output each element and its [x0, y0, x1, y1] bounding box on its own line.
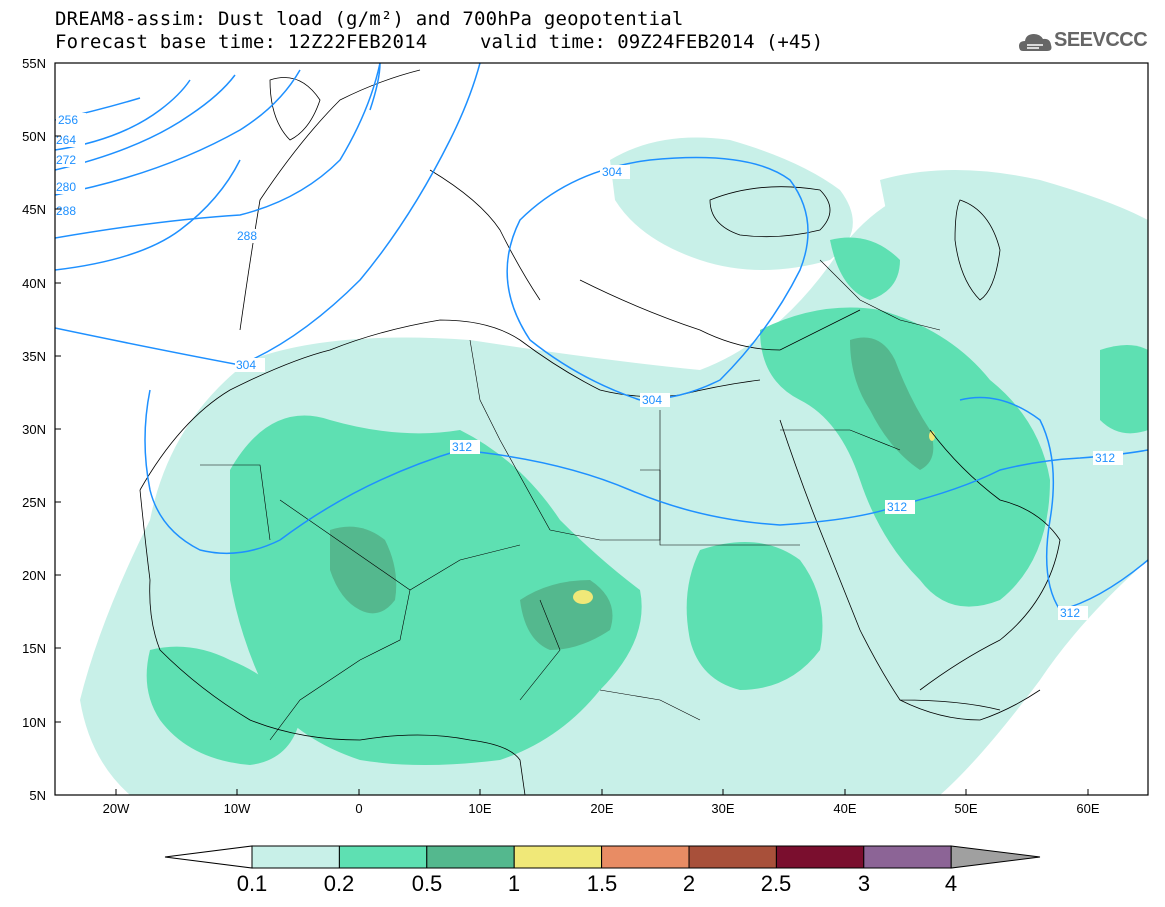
dust-field — [80, 137, 1148, 795]
lon-label: 30E — [711, 801, 735, 816]
colorbar-tick: 0.5 — [411, 871, 443, 896]
lat-label: 25N — [22, 495, 46, 510]
lon-label: 60E — [1076, 801, 1100, 816]
contour-label: 304 — [602, 165, 622, 179]
contour-288b — [55, 63, 381, 271]
dust-1-spot — [573, 590, 593, 604]
lon-label: 0 — [355, 801, 363, 816]
contour-label: 312 — [887, 500, 907, 514]
dust-0.2-coast — [146, 646, 300, 765]
forecast-base-time: Forecast base time: 12Z22FEB2014 — [55, 31, 428, 53]
dust-0.5-sahara — [330, 526, 397, 614]
cloud-logo-icon — [1019, 34, 1052, 51]
colorbar — [164, 845, 1041, 869]
dust-0.1-east — [880, 170, 1148, 334]
lat-label: 5N — [29, 788, 46, 803]
lon-label: 10E — [468, 801, 492, 816]
lat-label: 10N — [22, 715, 46, 730]
lat-label: 35N — [22, 349, 46, 364]
lat-label: 30N — [22, 422, 46, 437]
dust-0.2-iran — [1100, 345, 1148, 434]
colorbar-tick: 4 — [944, 871, 958, 896]
contour-280 — [55, 69, 301, 196]
contour-label: 272 — [56, 153, 76, 167]
colorbar-tick: 0.2 — [323, 871, 355, 896]
lon-label: 40E — [833, 801, 857, 816]
contour-labels: 256 264 272 280 288 288 304 304 304 312 … — [55, 113, 1123, 620]
dust-0.5-iraq — [850, 337, 934, 470]
map-title: DREAM8-assim: Dust load (g/m²) and 700hP… — [55, 8, 684, 30]
colorbar-tick: 2 — [682, 871, 696, 896]
contour-264 — [55, 79, 191, 151]
lon-label: 50E — [954, 801, 978, 816]
contour-label: 312 — [1095, 451, 1115, 465]
contour-label: 304 — [236, 358, 256, 372]
coast-arabia-east — [919, 429, 1061, 691]
valid-time: valid time: 09Z24FEB2014 (+45) — [480, 31, 824, 53]
lat-label: 20N — [22, 568, 46, 583]
contour-label: 256 — [58, 113, 78, 127]
dust-0.1-europe — [610, 137, 853, 270]
contour-label: 304 — [642, 393, 662, 407]
colorbar-swatch — [251, 845, 340, 869]
colorbar-swatch — [601, 845, 690, 869]
contour-304 — [55, 63, 481, 366]
dust-0.2-sudan — [686, 542, 823, 690]
colorbar-left-arrow — [164, 845, 253, 869]
dust-1-spot-gulf — [929, 431, 935, 441]
borders — [200, 259, 941, 741]
lon-label: 20W — [102, 801, 130, 816]
dust-0.2-turkey — [830, 237, 900, 300]
coast-black-sea — [709, 186, 831, 238]
contour-label: 280 — [56, 180, 76, 194]
coast-uk — [269, 77, 321, 141]
dust-0.2-westafrica — [230, 415, 642, 765]
colorbar-tick: 3 — [857, 871, 871, 896]
colorbar-swatch — [338, 845, 428, 869]
colorbar-tick: 0.1 — [236, 871, 268, 896]
tick-marks — [55, 62, 1089, 795]
lon-label: 20E — [590, 801, 614, 816]
lat-label: 45N — [22, 202, 46, 217]
contour-288 — [55, 63, 381, 239]
logo-text: SEEVCCC — [1054, 29, 1148, 51]
coast-red-sea — [779, 419, 1001, 711]
colorbar-swatch — [426, 845, 515, 869]
contour-label: 312 — [452, 440, 472, 454]
colorbar-tick: 1 — [507, 871, 521, 896]
contour-label: 312 — [1060, 606, 1080, 620]
contour-304-sw — [144, 389, 281, 555]
contour-272 — [55, 74, 236, 171]
contour-304-lobe — [506, 156, 809, 401]
coast-horn — [899, 689, 1041, 721]
coast-caspian — [954, 199, 1001, 301]
colorbar-right-arrow — [950, 845, 1041, 869]
colorbar-tick: 1.5 — [586, 871, 618, 896]
colorbar-swatch — [863, 845, 952, 869]
lat-label: 15N — [22, 641, 46, 656]
coast-africa-west — [139, 489, 526, 795]
colorbar-tick: 2.5 — [760, 871, 792, 896]
colorbar-swatch — [775, 845, 865, 869]
lat-label: 55N — [22, 56, 46, 71]
colorbar-swatch — [513, 845, 603, 869]
contour-312-loop — [959, 396, 1148, 611]
lat-label: 50N — [22, 129, 46, 144]
lat-label: 40N — [22, 276, 46, 291]
colorbar-swatch — [688, 845, 777, 869]
contour-label: 264 — [56, 133, 76, 147]
lon-label: 10W — [223, 801, 251, 816]
contour-label: 288 — [237, 229, 257, 243]
contour-label: 288 — [56, 204, 76, 218]
